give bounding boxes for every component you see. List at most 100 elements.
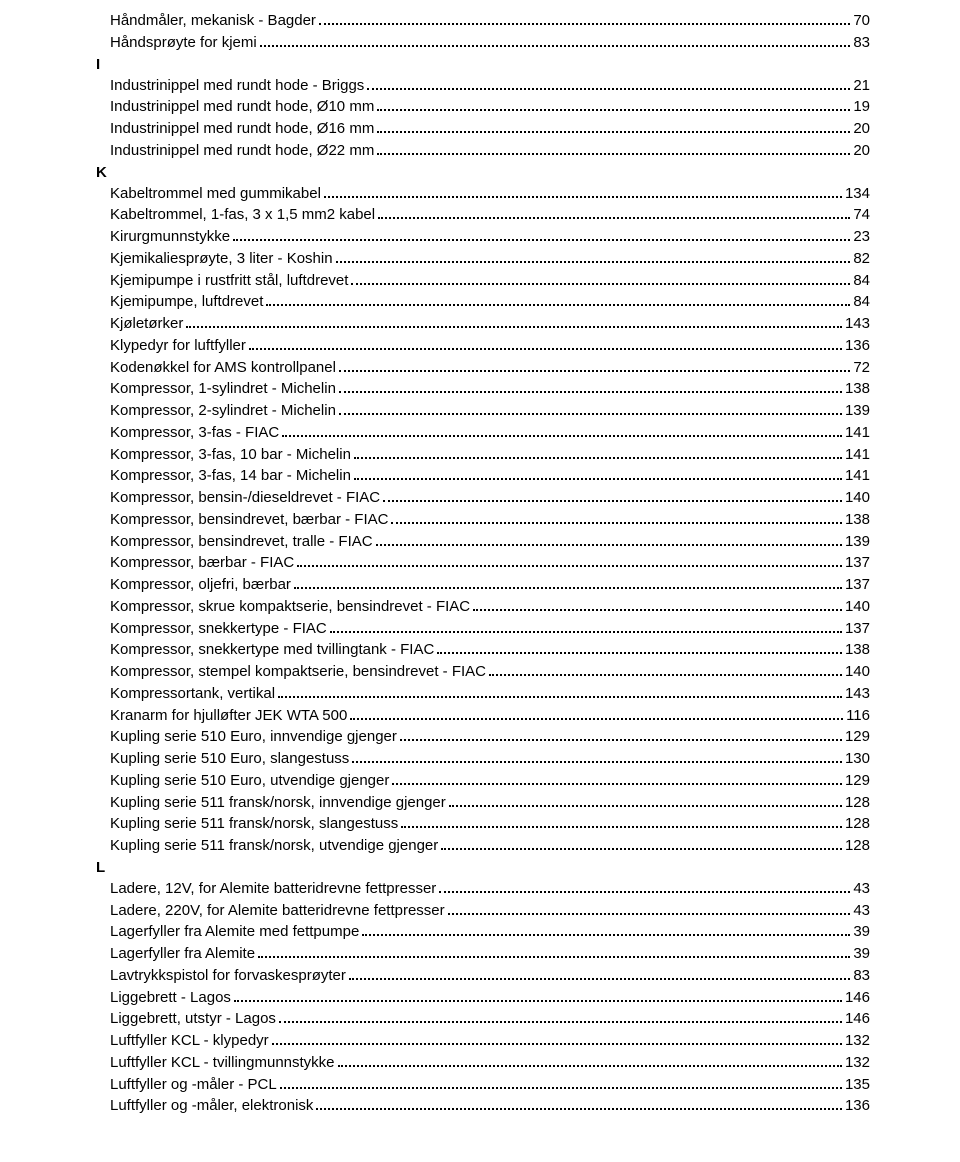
leader-dots (260, 34, 851, 47)
entry-label: Luftfyller KCL - tvillingmunnstykke (110, 1052, 335, 1074)
leader-dots (339, 402, 842, 415)
entry-label: Kompressor, bensindrevet, tralle - FIAC (110, 531, 373, 553)
leader-dots (186, 315, 842, 328)
leader-dots (278, 685, 842, 698)
section-header: K (96, 164, 870, 181)
entry-label: Kompressor, bensindrevet, bærbar - FIAC (110, 509, 388, 531)
entry-page: 132 (845, 1030, 870, 1052)
leader-dots (362, 923, 850, 936)
leader-dots (401, 815, 842, 828)
leader-dots (336, 250, 851, 263)
index-entry: Liggebrett, utstyr - Lagos146 (110, 1008, 870, 1030)
leader-dots (377, 142, 850, 155)
index-entry: Kompressor, 3-fas, 10 bar - Michelin141 (110, 444, 870, 466)
entry-page: 143 (845, 683, 870, 705)
leader-dots (449, 793, 842, 806)
entry-page: 130 (845, 748, 870, 770)
index-entry: Kompressor, oljefri, bærbar137 (110, 574, 870, 596)
index-entry: Kodenøkkel for AMS kontrollpanel72 (110, 357, 870, 379)
entry-page: 143 (845, 313, 870, 335)
entry-page: 140 (845, 661, 870, 683)
entry-label: Industrinippel med rundt hode, Ø10 mm (110, 96, 374, 118)
entry-page: 141 (845, 465, 870, 487)
index-entry: Kupling serie 510 Euro, slangestuss130 (110, 748, 870, 770)
entry-label: Kupling serie 511 fransk/norsk, innvendi… (110, 792, 446, 814)
index-entry: Kompressor, stempel kompaktserie, bensin… (110, 661, 870, 683)
leader-dots (441, 837, 842, 850)
leader-dots (350, 706, 843, 719)
index-entry: Industrinippel med rundt hode, Ø10 mm 19 (110, 96, 870, 118)
entry-page: 138 (845, 378, 870, 400)
entry-label: Industrinippel med rundt hode, Ø22 mm (110, 140, 374, 162)
entry-page: 129 (845, 770, 870, 792)
index-entry: Kompressor, 1-sylindret - Michelin138 (110, 378, 870, 400)
entry-page: 128 (845, 835, 870, 857)
entry-label: Kjemipumpe i rustfritt stål, luftdrevet (110, 270, 348, 292)
entry-label: Industrinippel med rundt hode - Briggs (110, 75, 364, 97)
entry-page: 135 (845, 1074, 870, 1096)
entry-label: Kodenøkkel for AMS kontrollpanel (110, 357, 336, 379)
leader-dots (383, 489, 842, 502)
entry-label: Kompressortank, vertikal (110, 683, 275, 705)
entry-page: 20 (853, 140, 870, 162)
entry-page: 43 (853, 900, 870, 922)
page-container: Håndmåler, mekanisk - Bagder70Håndsprøyt… (0, 0, 960, 1147)
index-entry: Klypedyr for luftfyller136 (110, 335, 870, 357)
entry-page: 134 (845, 183, 870, 205)
leader-dots (378, 206, 850, 219)
entry-page: 146 (845, 987, 870, 1009)
index-entry: Ladere, 220V, for Alemite batteridrevne … (110, 900, 870, 922)
entry-page: 116 (846, 705, 870, 727)
entry-page: 138 (845, 509, 870, 531)
leader-dots (324, 184, 842, 197)
leader-dots (339, 358, 850, 371)
leader-dots (249, 337, 842, 350)
leader-dots (338, 1054, 842, 1067)
entry-label: Ladere, 220V, for Alemite batteridrevne … (110, 900, 445, 922)
entry-label: Lagerfyller fra Alemite med fettpumpe (110, 921, 359, 943)
leader-dots (351, 271, 850, 284)
leader-dots (391, 511, 842, 524)
index-entry: Luftfyller og -måler - PCL 135 (110, 1074, 870, 1096)
entry-label: Håndmåler, mekanisk - Bagder (110, 10, 316, 32)
entry-label: Kompressor, stempel kompaktserie, bensin… (110, 661, 486, 683)
entry-label: Liggebrett - Lagos (110, 987, 231, 1009)
leader-dots (448, 901, 851, 914)
section-header: I (96, 56, 870, 73)
entry-page: 141 (845, 444, 870, 466)
index-entry: Kompressor, 2-sylindret - Michelin139 (110, 400, 870, 422)
index-entry: Kompressor, bensindrevet, bærbar - FIAC 1… (110, 509, 870, 531)
leader-dots (280, 1075, 842, 1088)
entry-label: Industrinippel med rundt hode, Ø16 mm (110, 118, 374, 140)
leader-dots (272, 1032, 842, 1045)
leader-dots (233, 228, 850, 241)
section-header: L (96, 859, 870, 876)
entry-page: 70 (853, 10, 870, 32)
index-entry: Luftfyller og -måler, elektronisk136 (110, 1095, 870, 1117)
entry-label: Kompressor, snekkertype - FIAC (110, 618, 327, 640)
entry-label: Luftfyller og -måler - PCL (110, 1074, 277, 1096)
entry-page: 82 (853, 248, 870, 270)
entry-page: 146 (845, 1008, 870, 1030)
leader-dots (258, 945, 850, 958)
entry-page: 128 (845, 792, 870, 814)
entry-label: Kupling serie 511 fransk/norsk, slangest… (110, 813, 398, 835)
entry-label: Luftfyller og -måler, elektronisk (110, 1095, 313, 1117)
index-entry: Kupling serie 511 fransk/norsk, utvendig… (110, 835, 870, 857)
index-entry: Lagerfyller fra Alemite med fettpumpe39 (110, 921, 870, 943)
leader-dots (439, 880, 850, 893)
index-entry: Kompressor, snekkertype med tvillingtank… (110, 639, 870, 661)
entry-label: Kupling serie 510 Euro, utvendige gjenge… (110, 770, 389, 792)
entry-page: 19 (853, 96, 870, 118)
leader-dots (377, 98, 850, 111)
entry-page: 83 (853, 965, 870, 987)
entry-label: Luftfyller KCL - klypedyr (110, 1030, 269, 1052)
index-entry: Kranarm for hjulløfter JEK WTA 500116 (110, 705, 870, 727)
entry-page: 140 (845, 487, 870, 509)
leader-dots (316, 1097, 842, 1110)
leader-dots (473, 598, 842, 611)
entry-page: 20 (853, 118, 870, 140)
index-entry: Kompressor, snekkertype - FIAC137 (110, 618, 870, 640)
index-entry: Kompressor, 3-fas, 14 bar - Michelin141 (110, 465, 870, 487)
index-entry: Luftfyller KCL - tvillingmunnstykke132 (110, 1052, 870, 1074)
